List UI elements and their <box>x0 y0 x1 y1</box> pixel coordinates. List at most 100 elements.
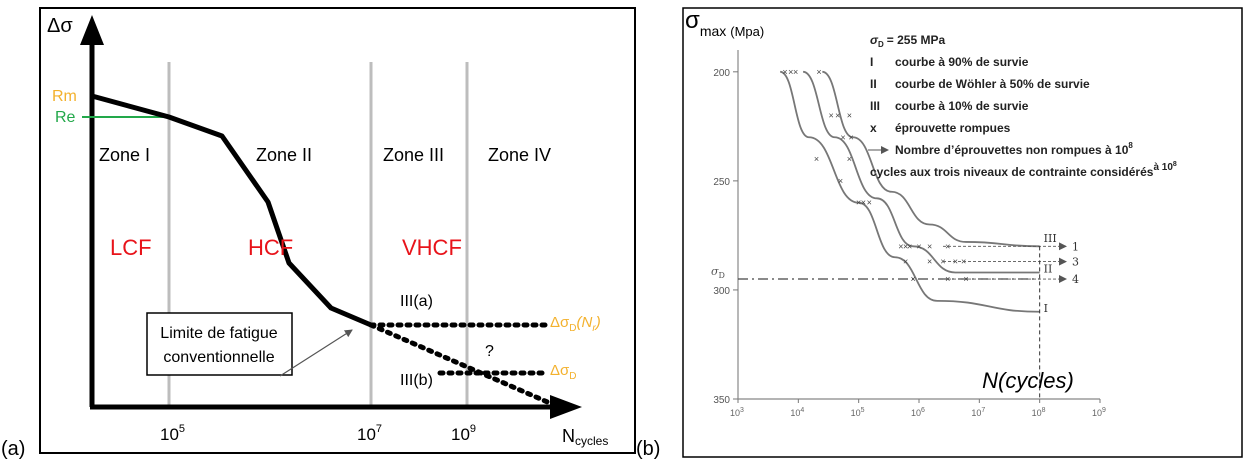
x-tick-1e7: 107 <box>357 423 382 444</box>
regime-lcf-label: LCF <box>110 235 152 260</box>
x-tick-1e7-base: 10 <box>357 425 376 444</box>
panel-b-y-axis-label: σmax (Mpa) <box>685 7 764 39</box>
x-tick-exp: 5 <box>861 407 865 414</box>
dsigma-d-nr-r: r <box>592 323 596 334</box>
curve-label-iii: III <box>1044 232 1057 245</box>
zone-1-label: Zone I <box>99 145 150 165</box>
x-tick-1e5-exp: 5 <box>179 423 185 435</box>
branch-b-line <box>368 322 555 407</box>
legend-arrow-text-1: Nombre d’éprouvettes non rompues à 10 <box>895 143 1129 157</box>
failed-specimen-marker: × <box>945 241 950 251</box>
x-tick-base: 10 <box>971 408 981 418</box>
curve-label-ii: II <box>1044 262 1053 275</box>
failed-specimen-marker: × <box>793 67 798 77</box>
legend-item-3-key: III <box>870 99 880 113</box>
x-tick-base: 10 <box>790 408 800 418</box>
vhcf-branches <box>368 322 555 407</box>
panel-a-y-axis-arrowhead <box>80 15 104 45</box>
failed-specimen-marker: × <box>847 110 852 120</box>
y-tick-label: 300 <box>713 286 730 297</box>
failed-specimen-marker: × <box>829 110 834 120</box>
wohler-curve-iii <box>822 70 1040 248</box>
x-tick-label: 103 <box>730 407 744 418</box>
failed-specimen-marker: × <box>916 241 921 251</box>
panel-a-fatigue-zones-chart: Δσ Rm Re Zone I Zone II Zone III Zone IV… <box>39 7 636 454</box>
x-tick-exp: 9 <box>1102 407 1106 414</box>
legend-sigma-d-main: σ <box>870 33 879 47</box>
failed-specimen-marker: × <box>861 198 866 208</box>
question-mark: ? <box>485 343 494 360</box>
x-tick-1e9: 109 <box>451 423 476 444</box>
failed-specimen-marker: × <box>945 274 950 284</box>
limit-box <box>146 312 293 376</box>
x-tick-label: 105 <box>851 407 865 418</box>
x-tick-base: 10 <box>911 408 921 418</box>
legend-arrow-text-2: cycles aux trois niveaux de contrainte c… <box>870 165 1154 179</box>
panel-a-x-axis-arrowhead <box>550 395 582 419</box>
x-tick-1e9-base: 10 <box>451 425 470 444</box>
legend-item-2-key: II <box>870 77 877 91</box>
x-axis-label-sub: cycles <box>575 434 608 448</box>
sn-curve <box>91 93 372 328</box>
x-tick-exp: 7 <box>981 407 985 414</box>
dsigma-d-main: Δσ <box>550 362 570 379</box>
x-tick-1e7-exp: 7 <box>376 423 382 435</box>
branch-b-label: III(b) <box>400 372 433 389</box>
x-tick-exp: 6 <box>921 407 925 414</box>
x-tick-1e9-exp: 9 <box>470 423 476 435</box>
runout-count-1: 1 <box>1072 240 1079 253</box>
legend-arrow-line-2: cycles aux trois niveaux de contrainte c… <box>870 161 1177 179</box>
panel-b-legend: σD = 255 MPa I courbe à 90% de survie II … <box>868 33 1177 179</box>
panel-a-frame <box>39 7 636 454</box>
failed-specimen-marker: × <box>835 110 840 120</box>
x-axis-label-main: N <box>562 426 575 446</box>
wohler-curve-i <box>779 70 1040 313</box>
panel-a-label: (a) <box>1 438 25 459</box>
panel-b-runouts <box>943 242 1067 284</box>
limit-box-line-2: conventionnelle <box>163 349 274 366</box>
failed-specimen-marker: × <box>898 241 903 251</box>
legend-item-3-text: courbe à 10% de survie <box>895 99 1029 113</box>
x-tick-label: 109 <box>1092 407 1106 418</box>
sigma-d-tick-main: σ <box>711 265 719 278</box>
failed-specimen-marker: × <box>856 198 861 208</box>
legend-item-1-text: courbe à 90% de survie <box>895 55 1029 69</box>
failed-specimen-marker: × <box>867 198 872 208</box>
y-tick-label: 250 <box>713 177 730 188</box>
failed-specimen-marker: × <box>848 132 853 142</box>
x-tick-base: 10 <box>730 408 740 418</box>
panel-b-label: (b) <box>636 438 660 459</box>
dsigma-d-nr-main: Δσ <box>550 314 570 331</box>
x-tick-exp: 3 <box>740 407 744 414</box>
x-tick-exp: 4 <box>800 407 804 414</box>
dsigma-d-sub: D <box>569 371 576 382</box>
panel-b-y-axis-main: σ <box>685 7 700 34</box>
legend-arrow-exp-2: à 10 <box>1153 162 1173 173</box>
legend-item-2-text: courbe de Wöhler à 50% de survie <box>895 77 1090 91</box>
failed-specimen-marker: × <box>903 257 908 267</box>
x-tick-1e5-base: 10 <box>160 425 179 444</box>
legend-item-4-text: éprouvette rompues <box>895 121 1011 135</box>
legend-item-1-key: I <box>870 55 873 69</box>
rm-label: Rm <box>52 88 77 105</box>
legend-sigma-d-sub: D <box>878 40 884 49</box>
failed-specimen-marker: × <box>788 67 793 77</box>
dsigma-d-label: ΔσD <box>550 362 577 382</box>
curve-label-i: I <box>1044 302 1048 315</box>
panel-b-frame <box>682 7 1243 458</box>
limit-box-pointer <box>279 329 353 377</box>
legend-arrow-line-1: Nombre d’éprouvettes non rompues à 108 <box>895 141 1133 157</box>
failed-specimen-marker: × <box>927 257 932 267</box>
runout-count-3: 3 <box>1072 256 1079 269</box>
branch-a-label: III(a) <box>400 293 433 310</box>
regime-vhcf-label: VHCF <box>402 235 462 260</box>
legend-sigma-d-value: = 255 MPa <box>887 33 946 47</box>
limit-box-line-1: Limite de fatigue <box>160 325 278 342</box>
re-label: Re <box>55 109 76 126</box>
dsigma-d-nr-close: ) <box>594 314 601 331</box>
sigma-d-tick-sub: D <box>719 271 725 280</box>
y-tick-label: 350 <box>713 395 730 406</box>
dsigma-d-nr-paren: (N <box>577 314 593 331</box>
